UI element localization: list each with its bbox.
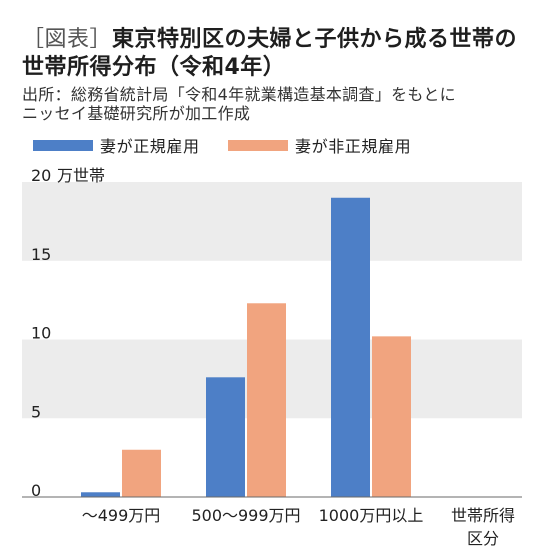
y-tick-label: 15 bbox=[31, 245, 51, 264]
chart-title-text-1: 東京特別区の夫婦と子供から成る世帯の bbox=[112, 27, 518, 52]
legend-label-non-regular: 妻が非正規雇用 bbox=[295, 137, 412, 156]
x-tick-label: 1000万円以上 bbox=[319, 506, 424, 525]
bar-series-1-category-3 bbox=[331, 197, 370, 497]
legend-label-regular: 妻が正規雇用 bbox=[100, 137, 200, 156]
source-note-line-2: ニッセイ基礎研究所が加工作成 bbox=[22, 104, 251, 123]
figure-tag: ［図表］ bbox=[22, 27, 113, 52]
bar-series-1-category-1 bbox=[81, 492, 120, 497]
x-axis-label-line: 世帯所得 bbox=[451, 506, 515, 525]
source-note-line-1: 出所：総務省統計局「令和4年就業構造基本調査」をもとに bbox=[22, 85, 456, 104]
y-tick-label: 20 bbox=[31, 166, 51, 185]
legend-item-regular: 妻が正規雇用 bbox=[33, 135, 200, 156]
y-tick-label: 0 bbox=[31, 481, 41, 500]
bar-series-1-category-2 bbox=[206, 377, 245, 497]
y-tick-label: 10 bbox=[31, 324, 51, 343]
plot-band bbox=[22, 182, 522, 261]
x-tick-label: 500～999万円 bbox=[191, 506, 300, 525]
y-tick-label: 5 bbox=[31, 402, 41, 421]
x-tick-label: ～499万円 bbox=[82, 506, 161, 525]
legend-swatch-non-regular bbox=[228, 139, 288, 151]
x-axis-label-line: 区分 bbox=[467, 529, 499, 548]
chart-title-line-1: ［図表］東京特別区の夫婦と子供から成る世帯の bbox=[22, 26, 517, 54]
legend-item-non-regular: 妻が非正規雇用 bbox=[228, 135, 412, 156]
legend-swatch-regular bbox=[33, 139, 93, 151]
bar-series-2-category-3 bbox=[372, 336, 411, 497]
chart-title-line-2: 世帯所得分布（令和4年） bbox=[22, 55, 286, 80]
bar-series-2-category-2 bbox=[247, 303, 286, 497]
bar-series-2-category-1 bbox=[122, 449, 161, 497]
y-axis-unit-label: 万世帯 bbox=[57, 166, 105, 185]
